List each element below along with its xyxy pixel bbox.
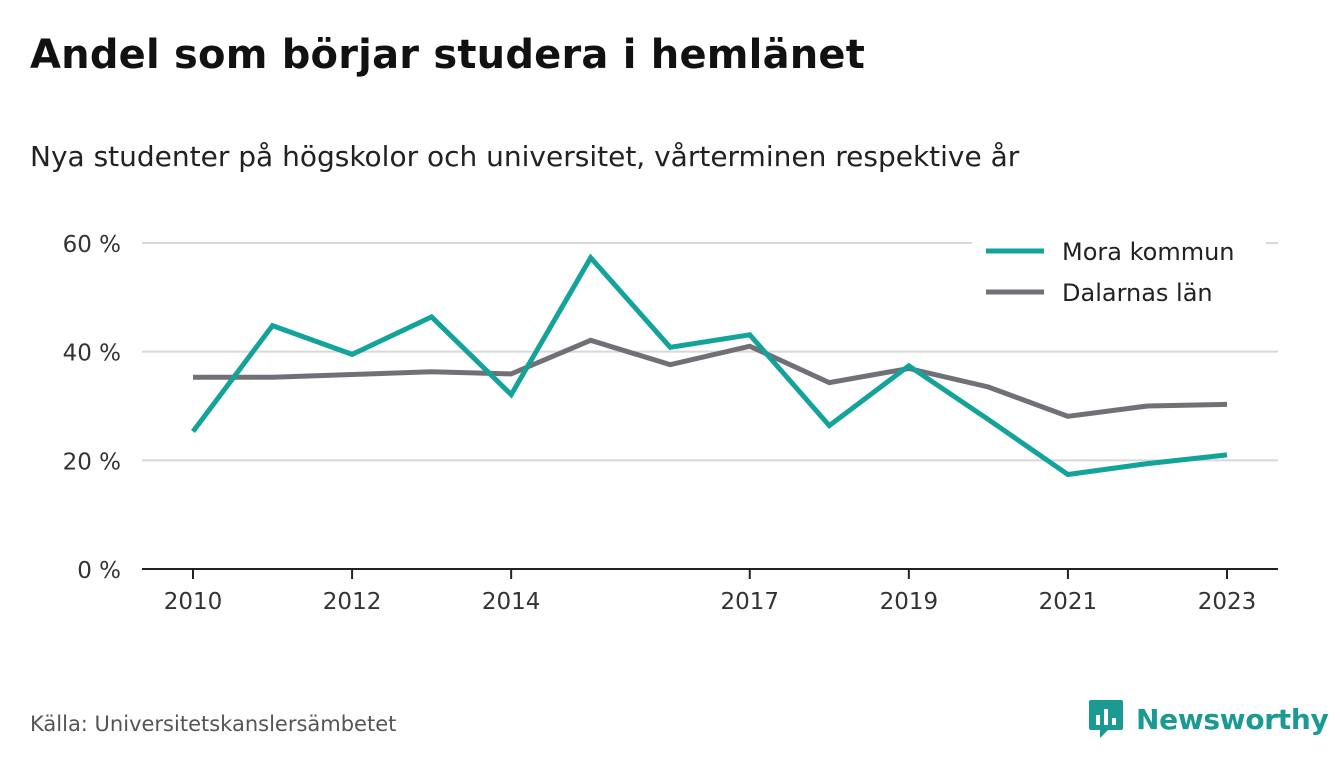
y-tick-label: 20 %: [63, 449, 121, 475]
x-tick-label: 2021: [1039, 589, 1098, 615]
x-axis: 2010 2012 2014 2017 2019 2021 2023: [142, 568, 1278, 615]
x-tick-label: 2012: [323, 589, 382, 615]
series-line-mora-kommun: [191, 253, 1228, 478]
source-note: Källa: Universitetskanslersämbetet: [30, 712, 397, 736]
newsworthy-logo[interactable]: Newsworthy: [1088, 698, 1329, 740]
series-lines: [191, 253, 1228, 478]
legend-background: [972, 232, 1266, 316]
x-tick-label: 2017: [720, 589, 779, 615]
y-tick-label: 0 %: [77, 558, 121, 584]
legend-label: Mora kommun: [1062, 238, 1235, 266]
y-tick-label: 60 %: [63, 232, 121, 258]
x-tick-label: 2014: [482, 589, 541, 615]
chart-title: Andel som börjar studera i hemlänet: [30, 32, 866, 78]
y-tick-label: 40 %: [63, 341, 121, 367]
newsworthy-logo-icon: [1089, 700, 1123, 738]
legend: Mora kommun Dalarnas län: [972, 232, 1266, 316]
line-chart: 0 % 20 % 40 % 60 % 2010 2012 2014 2017 2019 2021…: [63, 232, 1278, 615]
chart-subtitle: Nya studenter på högskolor och universit…: [30, 140, 1020, 173]
y-axis-ticks: 0 % 20 % 40 % 60 %: [63, 232, 121, 584]
series-line-dalarnas-lan: [193, 337, 1228, 419]
x-tick-label: 2010: [164, 589, 223, 615]
x-tick-label: 2023: [1198, 589, 1257, 615]
legend-label: Dalarnas län: [1062, 279, 1213, 307]
brand-name: Newsworthy: [1136, 702, 1329, 736]
x-tick-label: 2019: [880, 589, 939, 615]
